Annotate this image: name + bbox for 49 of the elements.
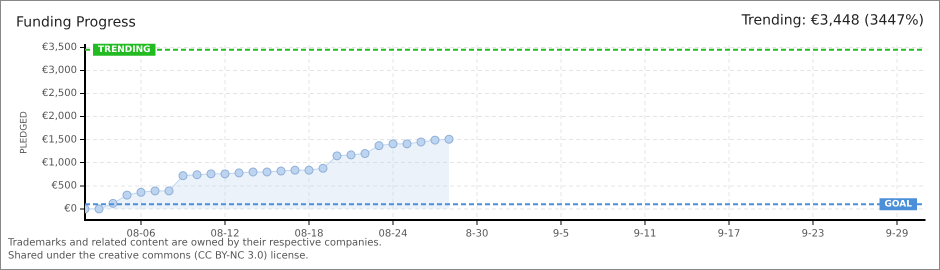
x-tick-label: 08-24	[378, 228, 408, 240]
point	[248, 167, 258, 176]
chart-subtitle: Trending: €3,448 (3447%)	[740, 12, 924, 29]
y-tick-label: €3,500	[42, 42, 77, 53]
point	[332, 151, 342, 160]
point	[318, 164, 328, 173]
point	[346, 150, 356, 160]
point	[304, 166, 314, 175]
point	[192, 170, 202, 180]
text: Trademarks and related content are owned by their respective companies.	[7, 238, 382, 249]
point	[276, 166, 286, 176]
point	[234, 168, 244, 178]
text: Shared under the creative commons (CC BY-NC 3.0) license.	[8, 250, 309, 262]
chart-title: Funding Progress	[16, 14, 136, 31]
y-tick-label: €1,000	[42, 157, 77, 168]
x-tick-label: 9-29	[886, 228, 908, 240]
y-tick-label: €2,500	[42, 88, 77, 100]
point	[94, 204, 104, 214]
point	[388, 139, 398, 148]
point	[206, 169, 216, 178]
x-tick-label: 08-06	[126, 228, 156, 240]
point	[444, 134, 454, 144]
x-tick-label: 9-17	[718, 228, 740, 240]
x-tick-label: 9-23	[802, 228, 824, 240]
ref-line-label: GOAL	[884, 200, 912, 210]
ref-line-label: TRENDING	[98, 45, 150, 56]
y-tick-label: €3,000	[42, 64, 77, 76]
point	[416, 137, 426, 146]
point	[262, 167, 272, 176]
y-tick-label: €500	[52, 180, 77, 192]
point	[290, 166, 300, 175]
point	[220, 169, 230, 178]
point	[150, 186, 160, 196]
point	[402, 139, 412, 148]
point	[164, 186, 174, 196]
point	[178, 171, 188, 180]
point	[374, 141, 384, 150]
point	[122, 190, 132, 200]
point	[136, 188, 146, 197]
x-tick-label: 08-12	[210, 228, 240, 240]
x-tick-label: 9-11	[634, 228, 656, 240]
y-tick-label: €2,000	[42, 111, 77, 122]
x-tick-label: 9-5	[552, 228, 570, 240]
y-tick-label: €0	[64, 204, 77, 215]
point	[430, 136, 440, 145]
y-axis-title: PLEDGED	[20, 111, 30, 154]
point	[360, 149, 370, 158]
x-tick-label: 8-30	[466, 228, 488, 240]
y-tick-label: €1,500	[42, 134, 77, 146]
